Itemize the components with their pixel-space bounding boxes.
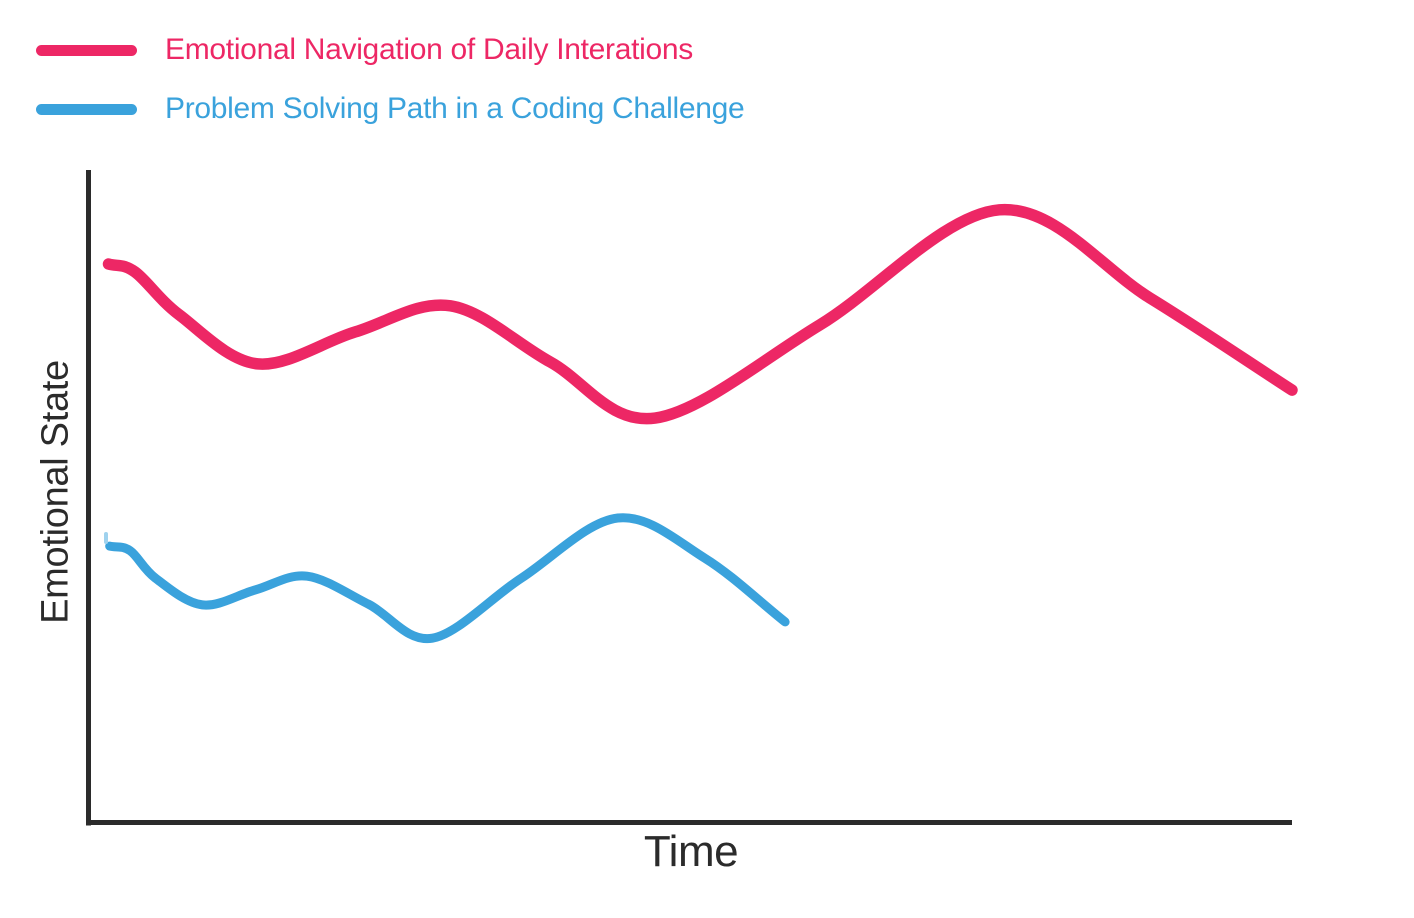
stray-mark — [104, 532, 108, 544]
pink-line-swatch — [36, 44, 137, 56]
series-line-1 — [105, 513, 790, 644]
y-axis-label: Emotional State — [34, 360, 77, 624]
series-line-0 — [102, 204, 1298, 425]
blue-line-swatch — [36, 103, 137, 115]
legend: Emotional Navigation of Daily Interation… — [36, 33, 745, 126]
legend-item-coding-challenge: Problem Solving Path in a Coding Challen… — [36, 92, 745, 126]
legend-label-daily-interactions: Emotional Navigation of Daily Interation… — [165, 33, 693, 66]
legend-label-coding-challenge: Problem Solving Path in a Coding Challen… — [165, 92, 745, 125]
x-axis-label: Time — [643, 827, 739, 876]
legend-item-daily-interactions: Emotional Navigation of Daily Interation… — [36, 33, 744, 67]
series-lines — [102, 204, 1298, 644]
